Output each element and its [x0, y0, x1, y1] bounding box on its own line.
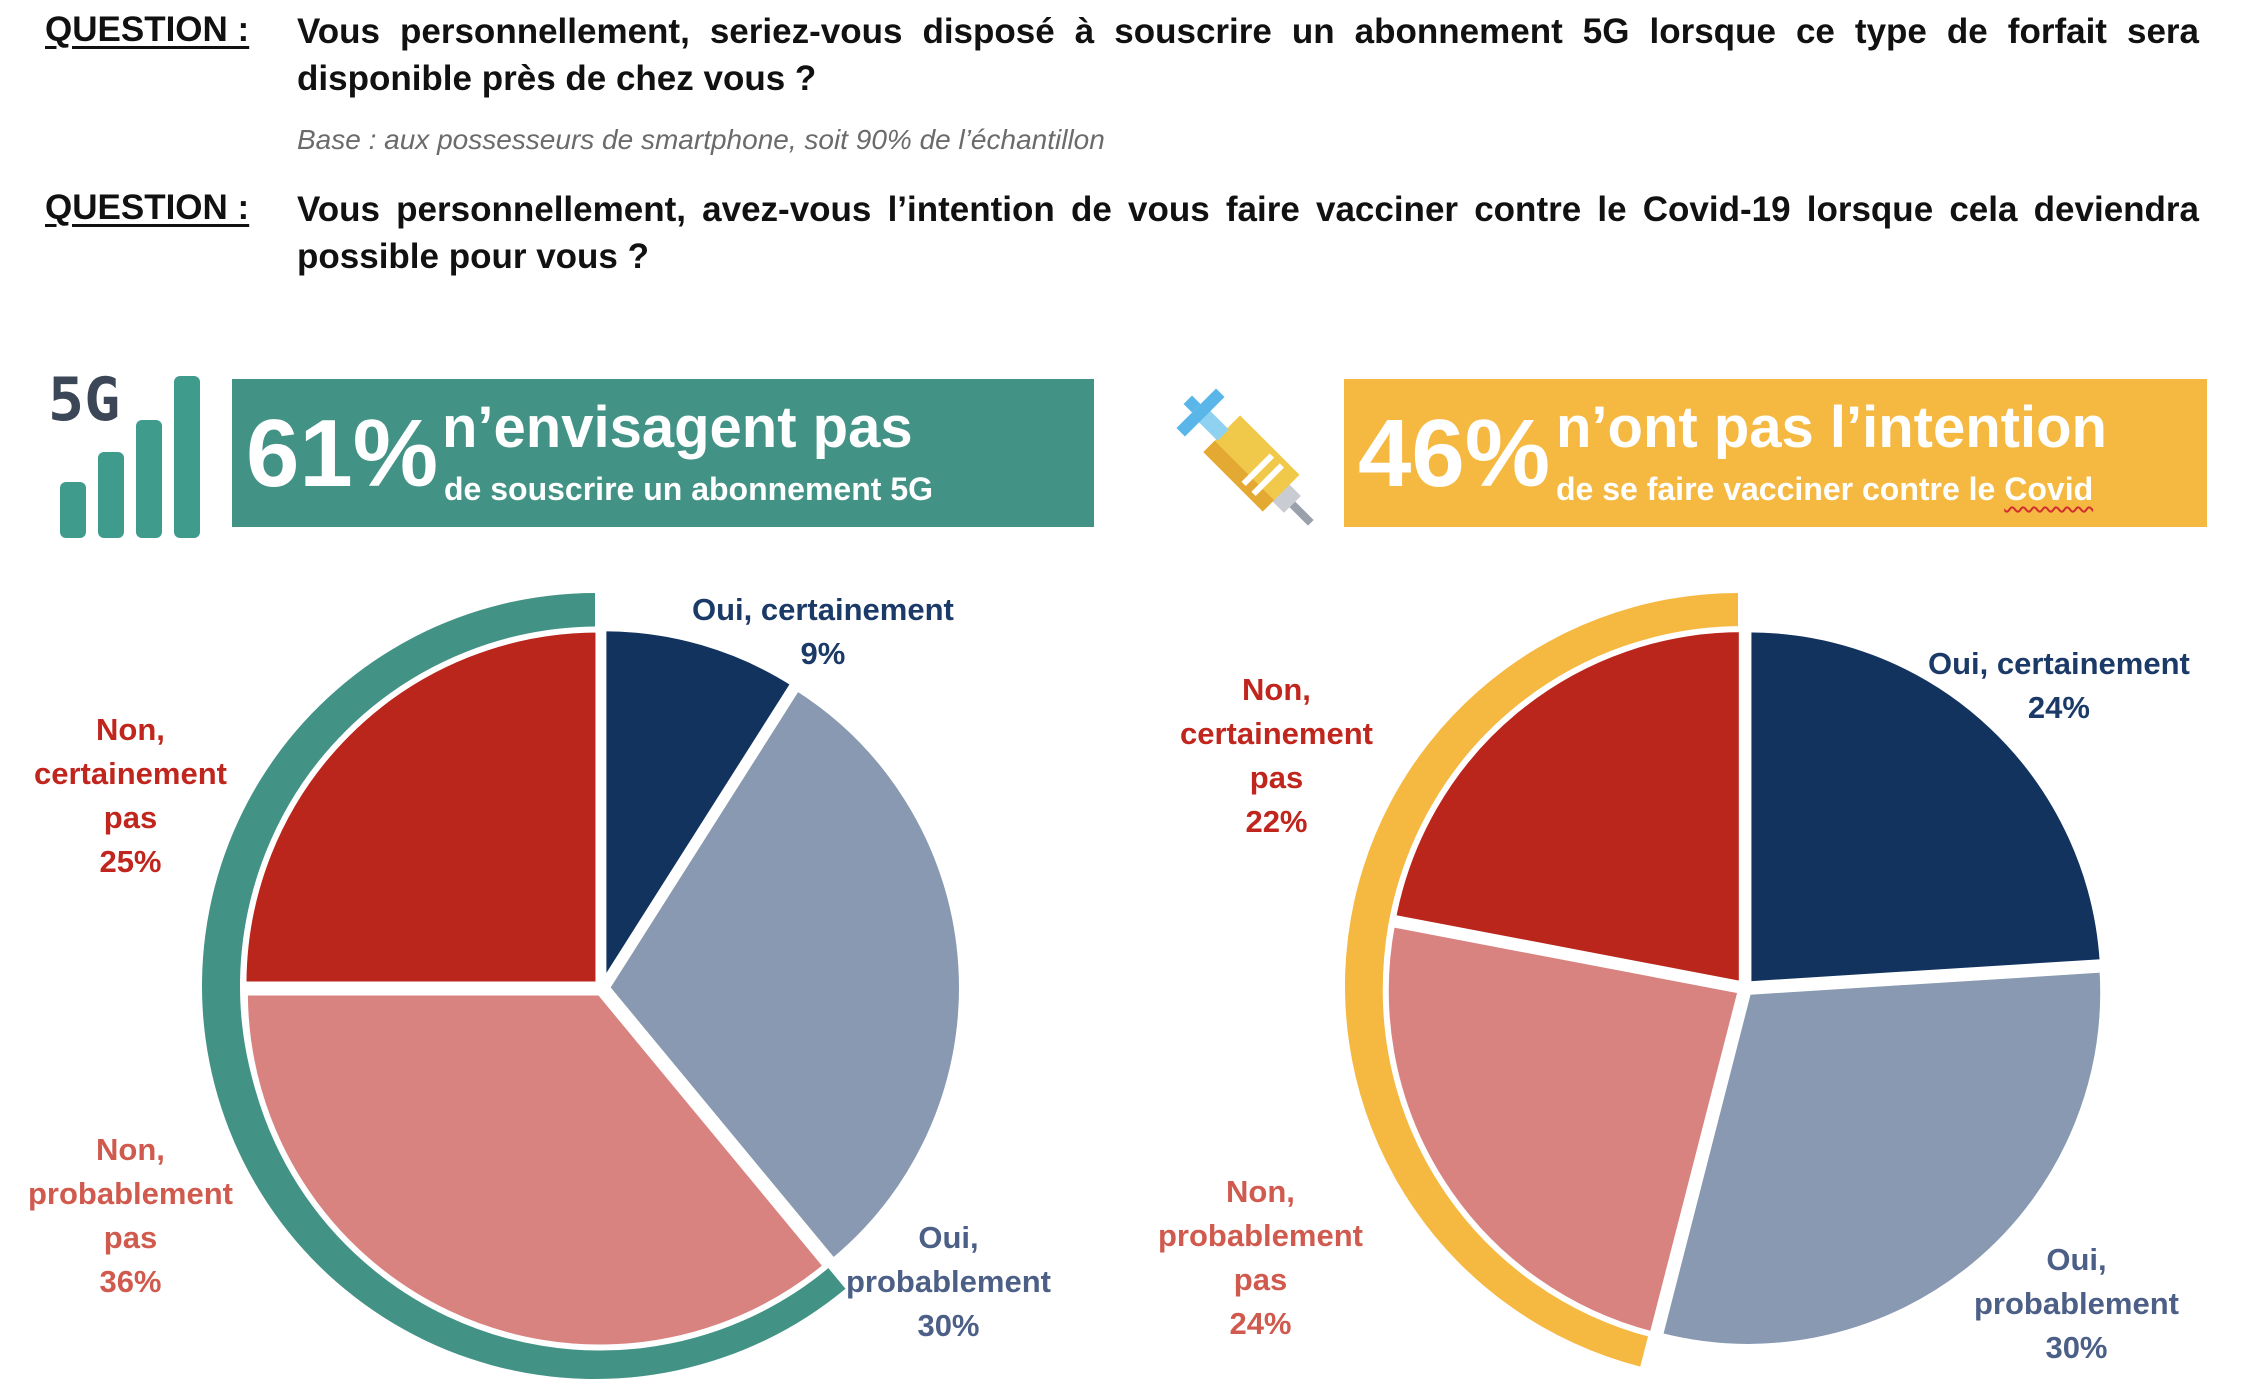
- banner-5g-subtitle: de souscrire un abonnement 5G: [444, 471, 933, 507]
- pie-1-slice-non-certainement: [1390, 626, 1745, 988]
- 5g-signal-icon: 5G: [48, 370, 218, 540]
- label-5g-non-probablement: Non, probablement pas 36%: [28, 1132, 233, 1299]
- banner-covid: 46% n’ont pas l’intention de se faire va…: [1344, 379, 2207, 527]
- question-1-base: Base : aux possesseurs de smartphone, so…: [297, 124, 1105, 155]
- question-2-text: Vous personnellement, avez-vous l’intent…: [297, 190, 2199, 276]
- banner-5g-headline: n’envisagent pas: [442, 395, 913, 460]
- label-5g-oui-certainement: Oui, certainement 9%: [692, 592, 954, 671]
- pie-1-slice-oui-certainement: [1745, 626, 2106, 988]
- label-5g-oui-probablement: Oui, probablement 30%: [846, 1220, 1051, 1343]
- banner-5g: 61% n’envisagent pas de souscrire un abo…: [232, 379, 1094, 527]
- pie-0-slice-oui-certainement: [600, 625, 797, 987]
- label-5g-non-certainement: Non, certainement pas 25%: [34, 712, 227, 879]
- label-vaccin-non-probablement: Non, probablement pas 24%: [1158, 1174, 1363, 1341]
- question-2-label: QUESTION :: [45, 188, 250, 227]
- syringe-icon: [1160, 372, 1340, 552]
- pie-0-slice-oui-probablement: [603, 684, 965, 1265]
- pie-1-slice-non-probablement: [1382, 921, 1744, 1338]
- label-vaccin-oui-certainement: Oui, certainement 24%: [1928, 646, 2190, 725]
- label-vaccin-non-certainement: Non, certainement pas 22%: [1180, 672, 1373, 839]
- pie-0-slice-non-certainement: [240, 626, 602, 988]
- question-1-label: QUESTION :: [45, 10, 250, 49]
- banner-covid-headline: n’ont pas l’intention: [1556, 395, 2107, 460]
- question-1-text: Vous personnellement, seriez-vous dispos…: [297, 12, 2199, 98]
- banner-5g-percent: 61%: [246, 400, 439, 507]
- banner-covid-percent: 46%: [1358, 400, 1551, 507]
- label-vaccin-oui-probablement: Oui, probablement 30%: [1974, 1242, 2179, 1365]
- banner-covid-subtitle: de se faire vacciner contre le Covid: [1556, 471, 2094, 507]
- 5g-icon-text: 5G: [48, 365, 121, 435]
- pie-1-slice-oui-probablement: [1656, 966, 2107, 1350]
- pie-0-slice-non-probablement: [241, 989, 830, 1351]
- highlight-ring-1: [1345, 593, 1738, 1367]
